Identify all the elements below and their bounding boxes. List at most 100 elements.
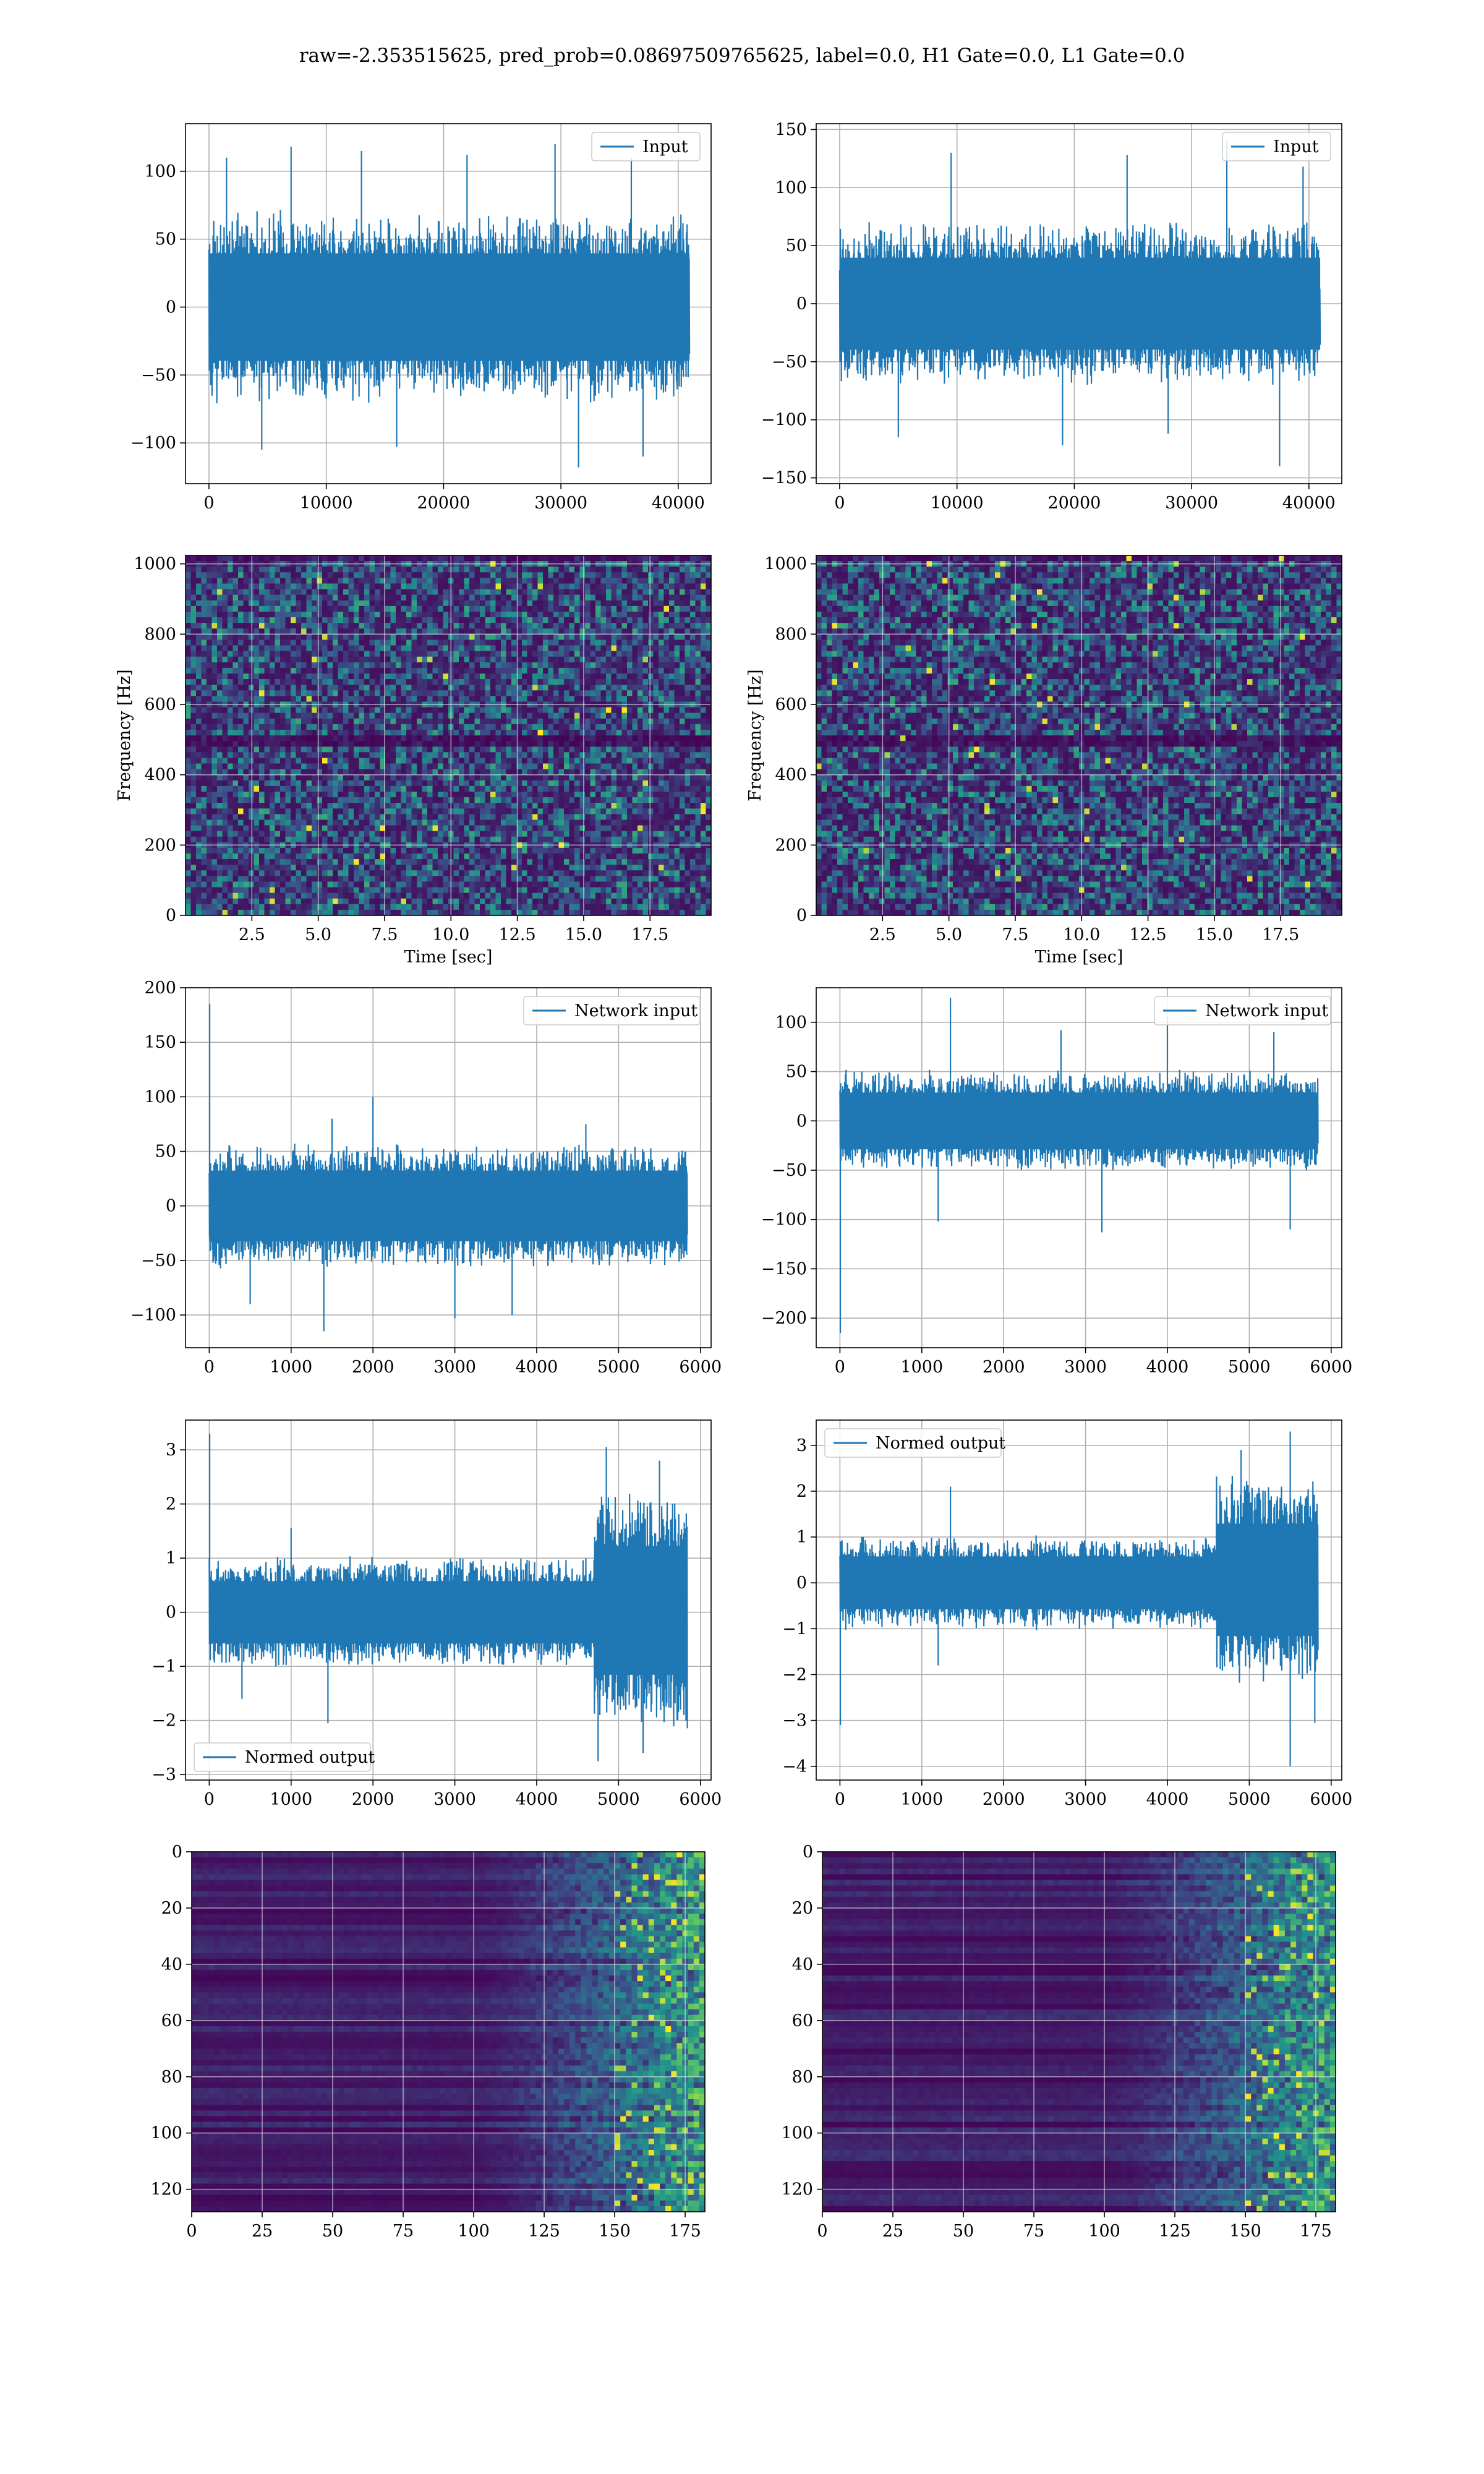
heatmap-cell [254,690,260,696]
heatmap-cell [354,797,360,803]
heatmap-cell [606,628,612,635]
heatmap-cell [348,808,354,815]
heatmap-cell [306,729,312,736]
heatmap-cell [632,583,638,590]
heatmap-cell [327,690,333,696]
heatmap-cell [469,803,475,809]
heatmap-cell [327,718,333,725]
heatmap-cell [406,662,412,669]
heatmap-cell [537,673,544,680]
heatmap-cell [548,645,554,652]
heatmap-cell [595,780,602,787]
heatmap-cell [280,628,286,635]
heatmap-cell [543,735,549,742]
heatmap-cell [196,718,202,725]
heatmap-cell [537,791,544,798]
heatmap-cell [621,735,628,742]
heatmap-cell [385,741,391,747]
heatmap-cell [285,713,291,719]
heatmap-cell [432,808,438,815]
heatmap-cell [501,673,507,680]
heatmap-cell [632,555,638,562]
heatmap-cell [432,623,438,629]
heatmap-cell [553,791,560,798]
heatmap-cell [306,707,312,714]
heatmap-cell [569,791,575,798]
heatmap-cell [228,696,234,703]
heatmap-cell [527,741,533,747]
heatmap-cell [432,628,438,635]
heatmap-cell [211,583,218,590]
heatmap-cell [259,572,265,578]
heatmap-cell [417,572,423,578]
heatmap-cell [333,763,339,770]
heatmap-cell [338,780,344,787]
heatmap-cell [396,583,402,590]
heatmap-cell [674,758,680,764]
heatmap-cell [574,640,581,646]
heatmap-cell [543,617,549,623]
heatmap-cell [254,763,260,770]
heatmap-cell [516,651,522,657]
heatmap-cell [312,606,318,612]
heatmap-cell [443,820,449,826]
heatmap-cell [359,724,365,730]
heatmap-cell [627,814,633,821]
heatmap-cell [254,741,260,747]
heatmap-cell [396,611,402,618]
heatmap-cell [701,713,707,719]
x-tick-label: 30000 [1165,494,1218,513]
heatmap-cell [296,589,302,596]
heatmap-cell [228,628,234,635]
heatmap-cell [642,696,649,703]
heatmap-cell [432,735,438,742]
heatmap-cell [207,662,213,669]
heatmap-cell [611,808,617,815]
heatmap-cell [548,623,554,629]
heatmap-cell [706,735,711,742]
heatmap-cell [243,679,249,685]
heatmap-cell [564,600,570,607]
heatmap-cell [695,797,701,803]
heatmap-cell [385,555,391,562]
heatmap-cell [285,611,291,618]
heatmap-cell [669,791,675,798]
heatmap-cell [285,780,291,787]
heatmap-cell [406,578,412,584]
heatmap-cell [285,567,291,573]
heatmap-cell [438,774,444,781]
heatmap-cell [543,729,549,736]
heatmap-cell [453,572,459,578]
heatmap-cell [638,707,644,714]
heatmap-cell [522,617,528,623]
heatmap-cell [659,589,665,596]
heatmap-cell [632,785,638,792]
heatmap-cell [327,640,333,646]
heatmap-cell [684,774,691,781]
heatmap-cell [406,752,412,758]
heatmap-cell [312,803,318,809]
heatmap-cell [317,589,323,596]
heatmap-cell [621,617,628,623]
heatmap-cell [207,791,213,798]
heatmap-cell [301,763,307,770]
heatmap-cell [190,814,197,821]
heatmap-cell [701,606,707,612]
heatmap-cell [642,729,649,736]
heatmap-cell [663,679,670,685]
heatmap-cell [642,803,649,809]
heatmap-cell [632,628,638,635]
heatmap-cell [243,752,249,758]
heatmap-cell [186,673,192,680]
heatmap-cell [522,696,528,703]
heatmap-cell [585,662,591,669]
heatmap-cell [243,690,249,696]
heatmap-cell [480,763,486,770]
heatmap-cell [522,735,528,742]
heatmap-cell [569,769,575,776]
heatmap-cell [186,808,192,815]
heatmap-cell [243,747,249,753]
heatmap-cell [354,808,360,815]
heatmap-cell [390,667,396,674]
heatmap-cell [553,589,560,596]
